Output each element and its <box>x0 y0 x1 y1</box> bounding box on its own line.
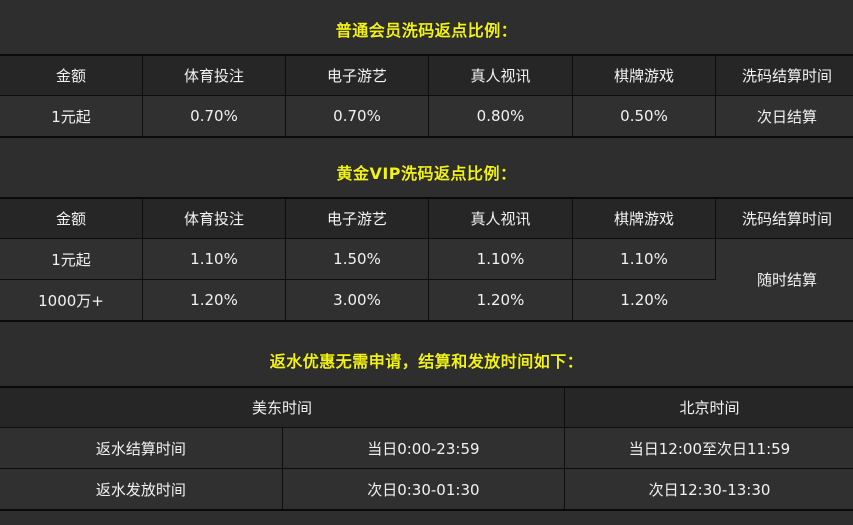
cell-cards-rate: 0.50% <box>572 95 716 138</box>
header-live: 真人视讯 <box>428 54 573 96</box>
cell-row-label: 返水发放时间 <box>0 468 283 511</box>
header-us-eastern-time: 美东时间 <box>0 386 565 428</box>
header-live: 真人视讯 <box>428 197 573 239</box>
table-header-row: 金额 体育投注 电子游艺 真人视讯 棋牌游戏 洗码结算时间 <box>0 54 853 96</box>
header-slots: 电子游艺 <box>285 54 429 96</box>
section-rebate-schedule: 返水优惠无需申请，结算和发放时间如下： 美东时间 北京时间 返水结算时间 当日0… <box>0 322 853 511</box>
cell-live-rate: 1.20% <box>428 279 573 322</box>
section-normal-title: 普通会员洗码返点比例： <box>335 21 518 40</box>
cell-amount: 1元起 <box>0 238 143 280</box>
header-amount: 金额 <box>0 197 143 239</box>
header-settle-time: 洗码结算时间 <box>715 54 853 96</box>
cell-slots-rate: 1.50% <box>285 238 429 280</box>
header-beijing-time: 北京时间 <box>564 386 853 428</box>
header-amount: 金额 <box>0 54 143 96</box>
cell-row-label: 返水结算时间 <box>0 427 283 469</box>
vip-table-head: 金额 体育投注 电子游艺 真人视讯 棋牌游戏 洗码结算时间 <box>0 197 853 239</box>
header-sports: 体育投注 <box>142 54 286 96</box>
cell-cards-rate: 1.20% <box>572 279 716 322</box>
cell-live-rate: 1.10% <box>428 238 573 280</box>
cell-amount: 1000万+ <box>0 279 143 322</box>
table-header-row: 美东时间 北京时间 <box>0 386 853 428</box>
cell-sports-rate: 1.20% <box>142 279 286 322</box>
normal-table-body: 1元起 0.70% 0.70% 0.80% 0.50% 次日结算 <box>0 95 853 138</box>
table-row: 返水结算时间 当日0:00-23:59 当日12:00至次日11:59 <box>0 427 853 469</box>
rebate-schedule-table: 美东时间 北京时间 返水结算时间 当日0:00-23:59 当日12:00至次日… <box>0 386 853 511</box>
cell-amount: 1元起 <box>0 95 143 138</box>
cell-sports-rate: 1.10% <box>142 238 286 280</box>
cell-cards-rate: 1.10% <box>572 238 716 280</box>
header-slots: 电子游艺 <box>285 197 429 239</box>
cell-slots-rate: 3.00% <box>285 279 429 322</box>
cell-beijing: 次日12:30-13:30 <box>564 468 853 511</box>
cell-live-rate: 0.80% <box>428 95 573 138</box>
header-cards: 棋牌游戏 <box>572 197 716 239</box>
table-row: 返水发放时间 次日0:30-01:30 次日12:30-13:30 <box>0 468 853 511</box>
table-row: 1元起 0.70% 0.70% 0.80% 0.50% 次日结算 <box>0 95 853 138</box>
normal-member-rebate-table: 金额 体育投注 电子游艺 真人视讯 棋牌游戏 洗码结算时间 1元起 0.70% … <box>0 54 853 138</box>
schedule-table-body: 返水结算时间 当日0:00-23:59 当日12:00至次日11:59 返水发放… <box>0 427 853 511</box>
cell-settle-time-merged: 随时结算 <box>715 238 853 322</box>
table-row: 1元起 1.10% 1.50% 1.10% 1.10% 随时结算 <box>0 238 853 322</box>
vip-table-body: 1元起 1.10% 1.50% 1.10% 1.10% 随时结算 1000万+ … <box>0 238 853 322</box>
schedule-table-head: 美东时间 北京时间 <box>0 386 853 428</box>
cell-us-eastern: 当日0:00-23:59 <box>282 427 566 469</box>
table-row: 1000万+ 1.20% 3.00% 1.20% 1.20% <box>0 279 853 322</box>
section-schedule-title: 返水优惠无需申请，结算和发放时间如下： <box>269 352 584 371</box>
section-normal-member: 普通会员洗码返点比例： 金额 体育投注 电子游艺 真人视讯 棋牌游戏 洗码结算时… <box>0 0 853 138</box>
cell-sports-rate: 0.70% <box>142 95 286 138</box>
section-vip-member: 黄金VIP洗码返点比例： 金额 体育投注 电子游艺 真人视讯 棋牌游戏 洗码结算… <box>0 138 853 322</box>
table-header-row: 金额 体育投注 电子游艺 真人视讯 棋牌游戏 洗码结算时间 <box>0 197 853 239</box>
cell-us-eastern: 次日0:30-01:30 <box>282 468 566 511</box>
cell-slots-rate: 0.70% <box>285 95 429 138</box>
section-vip-title: 黄金VIP洗码返点比例： <box>336 164 517 183</box>
header-settle-time: 洗码结算时间 <box>715 197 853 239</box>
cell-settle-time: 次日结算 <box>715 95 853 138</box>
vip-rebate-table: 金额 体育投注 电子游艺 真人视讯 棋牌游戏 洗码结算时间 1元起 1.10% … <box>0 197 853 322</box>
header-cards: 棋牌游戏 <box>572 54 716 96</box>
normal-table-head: 金额 体育投注 电子游艺 真人视讯 棋牌游戏 洗码结算时间 <box>0 54 853 96</box>
cell-beijing: 当日12:00至次日11:59 <box>564 427 853 469</box>
header-sports: 体育投注 <box>142 197 286 239</box>
